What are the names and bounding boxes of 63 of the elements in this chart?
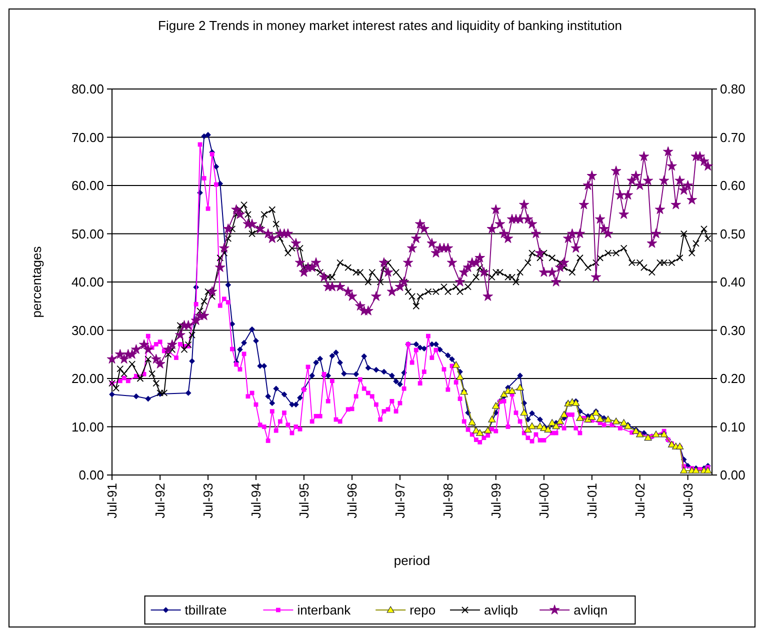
x-tick-label: Jul-98	[440, 483, 456, 518]
y2-tick-label: 0.00	[720, 468, 746, 483]
y2-tick-label: 0.50	[720, 226, 746, 242]
y-tick-label: 30.00	[71, 322, 104, 338]
point	[488, 416, 496, 422]
point	[576, 414, 584, 421]
point	[620, 419, 628, 426]
point	[596, 415, 604, 422]
x-tick-label: Jul-95	[296, 483, 312, 518]
legend-label: avliqn	[574, 602, 608, 618]
point	[680, 466, 688, 474]
y2-tick-label: 0.60	[720, 178, 746, 194]
x-tick-label: Jul-91	[104, 483, 120, 518]
y-tick-label: 10.00	[71, 419, 104, 434]
y-tick-label: 20.00	[71, 371, 104, 386]
y-tick-label: 70.00	[71, 130, 104, 145]
x-tick-label: Jul-92	[152, 483, 168, 518]
x-tick-label: Jul-00	[536, 483, 552, 518]
y2-tick-label: 0.10	[720, 419, 746, 434]
y-tick-label: 0.00	[78, 468, 104, 483]
y2-tick-label: 0.20	[720, 371, 746, 386]
point	[508, 387, 516, 394]
point	[604, 416, 612, 422]
point	[516, 384, 524, 390]
x-axis-title: period	[394, 553, 430, 568]
point	[548, 419, 556, 426]
point	[524, 426, 532, 432]
x-tick-label: Jul-97	[392, 483, 408, 518]
legend-label: repo	[410, 602, 436, 618]
point	[644, 434, 652, 441]
point	[704, 466, 712, 474]
point	[492, 402, 500, 409]
x-tick-label: Jul-01	[584, 483, 600, 518]
legend-label: interbank	[297, 602, 352, 618]
y-tick-label: 40.00	[71, 274, 104, 290]
chart-title: Figure 2 Trends in money market interest rates and liquidity of banking institution	[158, 18, 622, 33]
point	[556, 418, 564, 424]
point	[456, 373, 464, 380]
x-tick-label: Jul-96	[344, 483, 360, 518]
point	[528, 422, 536, 430]
y2-tick-label: 0.30	[720, 322, 746, 338]
legend-label: tbillrate	[184, 602, 227, 618]
y-axis-title: percentages	[29, 246, 44, 318]
y2-tick-label: 0.80	[720, 82, 746, 97]
y2-tick-label: 0.70	[720, 130, 746, 145]
point	[652, 430, 660, 438]
x-tick-label: Jul-02	[632, 483, 648, 518]
x-tick-label: Jul-93	[200, 483, 216, 518]
x-tick-label: Jul-99	[488, 483, 504, 518]
x-tick-label: Jul-03	[680, 483, 696, 518]
point	[520, 408, 528, 416]
y-tick-label: 80.00	[71, 82, 104, 97]
point	[500, 390, 508, 398]
y-tick-label: 60.00	[71, 178, 104, 194]
y-tick-label: 50.00	[71, 226, 104, 242]
point	[472, 426, 480, 434]
point	[552, 422, 560, 430]
point	[588, 413, 596, 420]
legend-label: avliqb	[484, 602, 518, 618]
y2-tick-label: 0.40	[720, 274, 746, 290]
x-tick-label: Jul-94	[248, 483, 264, 518]
point	[560, 410, 568, 418]
point	[452, 361, 460, 368]
